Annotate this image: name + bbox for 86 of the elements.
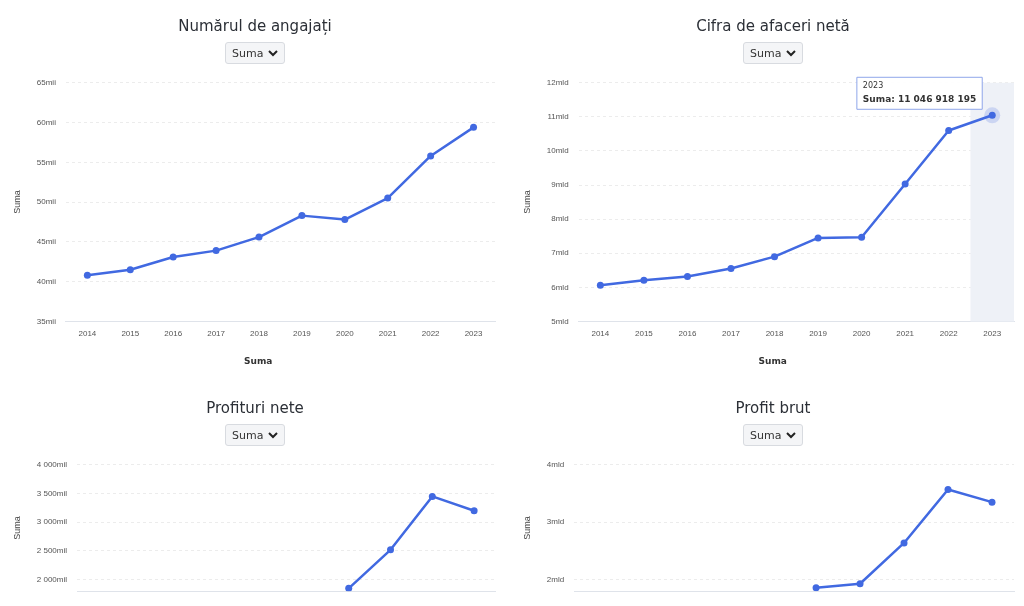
chart-subtitle: Suma (232, 46, 264, 60)
point (387, 546, 395, 554)
point (814, 234, 822, 242)
x-tick-label: 2020 (335, 329, 355, 339)
y-tick-label: 11mld (547, 112, 569, 122)
chart-title: Profituri nete (205, 399, 305, 417)
x-tick-label: 2017 (722, 329, 741, 339)
y-tick-label: 4 000mil (36, 460, 68, 469)
y-tick-label: 60mii (36, 117, 57, 127)
point (470, 123, 478, 131)
point (988, 498, 996, 506)
chart-subtitle: Suma (232, 428, 264, 442)
y-tick-label: 9mld (551, 180, 569, 190)
text: Suma (758, 355, 787, 366)
y-tick-label: 2mld (546, 574, 565, 584)
y-tick-label: 35mii (36, 316, 57, 326)
y-axis-title: Suma (521, 190, 532, 214)
x-tick-label: 2021 (896, 329, 915, 339)
point (470, 507, 478, 515)
point (126, 266, 134, 274)
annotation: 2023 Suma: 11 046 918 195 (862, 81, 977, 104)
point (640, 276, 648, 284)
chart-subtitle: Suma (750, 428, 782, 442)
y-tick-label: 50mii (36, 197, 57, 207)
y-tick-label: 2 500mil (36, 546, 68, 556)
point (428, 492, 436, 500)
point (812, 584, 820, 592)
y-tick-label: 3 000mil (36, 517, 68, 527)
y-axis-title: Suma (11, 190, 22, 214)
y-tick-label: 3mld (546, 517, 565, 527)
point (255, 233, 263, 241)
chart-title: Cifra de afaceri netă (695, 17, 851, 35)
point (944, 486, 952, 494)
y-tick-label: 3 500mil (36, 488, 68, 498)
x-tick-label: 2017 (207, 329, 226, 339)
x-tick-label: 2016 (678, 329, 697, 339)
x-tick-label: 2015 (635, 329, 654, 339)
y-tick-label: 40mii (36, 276, 57, 286)
y-tick-label: 5mld (551, 316, 569, 326)
y-tick-label: 45mii (36, 237, 57, 247)
point (900, 539, 908, 547)
x-tick-label: 2015 (121, 329, 140, 339)
point (298, 212, 306, 220)
x-tick-label: 2014 (591, 329, 610, 339)
x-tick-label: 2018 (250, 329, 269, 339)
point (858, 233, 866, 241)
x-tick-label: 2022 (939, 329, 959, 339)
point (427, 152, 435, 160)
point (945, 127, 953, 135)
point (83, 271, 91, 279)
point (341, 216, 349, 224)
point (384, 194, 392, 202)
y-tick-label: 12mld (546, 78, 569, 87)
point (901, 180, 909, 188)
x-tick-label: 2021 (378, 329, 398, 339)
y-axis-title: Suma (11, 516, 22, 540)
y-tick-label: 65mii (36, 78, 57, 87)
x-tick-label: 2020 (852, 329, 872, 339)
y-tick-label: 2 000mil (36, 574, 68, 584)
x-tick-label: 2016 (164, 329, 183, 339)
y-tick-label: 55mii (36, 157, 57, 167)
point (169, 253, 177, 261)
point (596, 281, 604, 289)
point (212, 247, 220, 255)
chart-title: Numărul de angajați (177, 17, 333, 35)
x-tick-label: 2019 (293, 329, 312, 339)
point (771, 253, 779, 261)
point (856, 580, 864, 588)
y-tick-label: 8mld (551, 214, 569, 224)
point (683, 272, 691, 280)
x-tick-label: 2022 (421, 329, 441, 339)
chart-subtitle: Suma (750, 46, 782, 60)
x-tick-label: 2018 (765, 329, 784, 339)
y-tick-label: 7mld (551, 248, 569, 258)
y-tick-label: 6mld (551, 282, 569, 292)
x-tick-label: 2023 (983, 329, 1002, 339)
y-tick-label: 4mld (546, 460, 565, 469)
point (727, 265, 735, 273)
y-tick-label: 10mld (546, 146, 569, 156)
x-tick-label: 2019 (809, 329, 828, 339)
y-axis-title: Suma (521, 516, 532, 540)
chart-title: Profit brut (734, 399, 812, 417)
x-tick-label: 2014 (78, 329, 97, 339)
point (345, 584, 353, 592)
text: Suma (244, 355, 273, 366)
x-tick-label: 2023 (464, 329, 483, 339)
